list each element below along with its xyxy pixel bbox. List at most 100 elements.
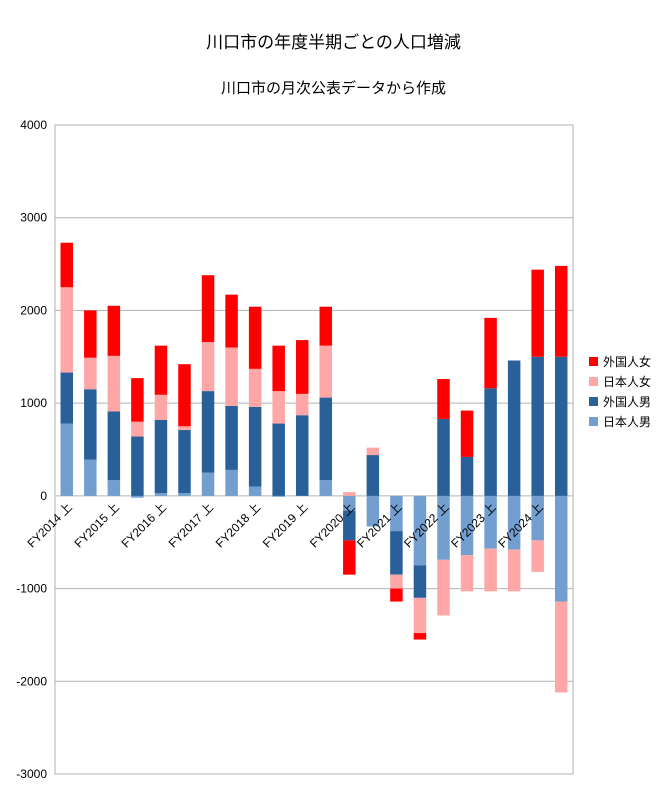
plot-frame [54, 124, 574, 775]
legend-item: 外国人男 [589, 395, 651, 409]
x-tick-label: FY2018 上 [213, 500, 263, 550]
bar-segment [413, 495, 427, 566]
bar-segment [272, 345, 285, 392]
bar-segment [225, 405, 238, 470]
bar-segment [319, 480, 333, 496]
bar-segment [272, 391, 285, 424]
bar-segment [248, 486, 262, 496]
y-tick-labels: 4000 3000 2000 1000 0 -1000 -2000 -3000 [16, 118, 47, 781]
y-tick-label: 1000 [20, 396, 47, 410]
bar-segment [507, 549, 521, 592]
y-tick-label: -2000 [16, 674, 47, 688]
bar-segment [484, 495, 497, 549]
bar-segment [295, 415, 309, 496]
legend-label: 外国人男 [603, 395, 651, 409]
y-tick-label: 4000 [20, 118, 47, 132]
bar-segment [131, 421, 144, 437]
bar-segment [295, 393, 309, 416]
bar-segment [60, 423, 74, 496]
bar-segment [248, 406, 262, 487]
bar-segment [531, 495, 544, 541]
y-tick-label: 2000 [20, 303, 47, 317]
chart-subtitle: 川口市の月次公表データから作成 [220, 79, 446, 97]
bar-segment [484, 548, 497, 592]
bar-segment [390, 574, 403, 589]
bar-segment [413, 565, 427, 598]
bar-segment [84, 357, 97, 390]
bar-segment [272, 423, 285, 496]
x-tick-label: FY2019 上 [260, 500, 310, 550]
bar-segment [554, 601, 568, 693]
bar-segment [84, 459, 97, 496]
bar-segment [225, 347, 238, 406]
legend-swatch [589, 377, 598, 386]
bar-segment [390, 588, 403, 602]
bar-segment [201, 341, 215, 392]
y-tick-label: 3000 [20, 211, 47, 225]
bar-segment [131, 495, 144, 498]
bar-segment [484, 317, 497, 389]
bar-segment [201, 391, 215, 473]
x-tick-label: FY2017 上 [166, 500, 216, 550]
x-tick-label: FY2014 上 [24, 500, 74, 550]
bar-segment [343, 495, 356, 511]
bar-segment [60, 372, 74, 424]
bar-segment [107, 411, 121, 481]
bar-segment [131, 436, 144, 496]
bar-segment [248, 368, 262, 407]
bar-segment [437, 559, 450, 616]
bar-segment [460, 555, 474, 592]
bar-segment [413, 633, 427, 640]
bar-segment [460, 410, 474, 457]
bar-segment [319, 306, 333, 346]
legend-item: 日本人男 [589, 415, 651, 429]
bar-segment [154, 345, 168, 395]
bar-segment [154, 419, 168, 494]
bar-segment [178, 430, 191, 494]
bar-segment [319, 397, 333, 481]
bar-segment [272, 495, 285, 497]
axes [54, 124, 574, 775]
y-tick-label: -1000 [16, 582, 47, 596]
y-tick-label: 0 [40, 489, 47, 503]
bar-segment [460, 456, 474, 496]
bar-segment [531, 269, 544, 357]
bar-segment [201, 472, 215, 496]
bar-segment [154, 493, 168, 496]
bar-segment [366, 455, 380, 496]
bar-segment [107, 355, 121, 412]
bar-segment [554, 356, 568, 496]
bar-segment [84, 389, 97, 460]
bar-segment [413, 597, 427, 634]
bar-segment [390, 495, 403, 532]
bar-segment [460, 495, 474, 556]
bar-segment [201, 275, 215, 342]
bar-segment [60, 287, 74, 373]
legend-item: 外国人女 [589, 354, 651, 369]
x-tick-label: FY2016 上 [119, 500, 169, 550]
bar-segment [248, 306, 262, 369]
legend-label: 外国人女 [603, 354, 651, 369]
bar-segment [484, 388, 497, 496]
bar-segment [437, 495, 450, 560]
bar-segment [107, 305, 121, 356]
bar-segment [225, 469, 238, 496]
x-tick-label: FY2015 上 [72, 500, 122, 550]
bar-segment [531, 356, 544, 496]
bar-segment [437, 418, 450, 496]
bar-segment [366, 495, 380, 527]
bar-segment [178, 364, 191, 427]
bar-segment [154, 394, 168, 420]
bar-segment [225, 294, 238, 348]
bar-segment [84, 310, 97, 358]
legend-label: 日本人女 [603, 374, 651, 389]
bar-segment [295, 340, 309, 394]
bar-segment [343, 540, 356, 575]
bar-segment [178, 426, 191, 431]
legend-swatch [589, 417, 598, 426]
legend-swatch [589, 397, 598, 406]
bar-segment [60, 242, 74, 288]
bar-segment [390, 531, 403, 575]
